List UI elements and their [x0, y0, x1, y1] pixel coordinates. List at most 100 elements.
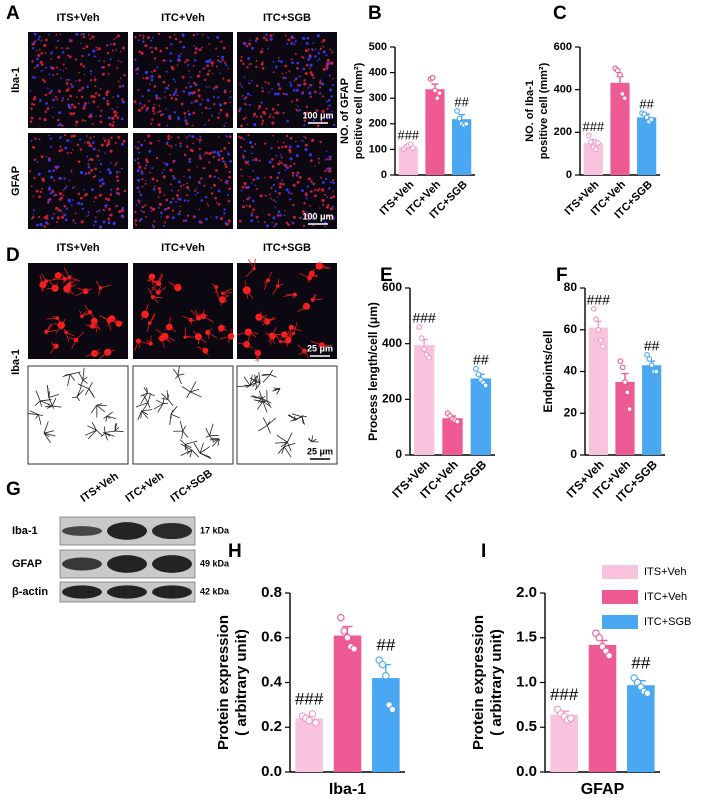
- stain-dot: [40, 52, 43, 55]
- y-axis-label: ( arbitrary unit): [233, 629, 250, 736]
- stain-dot: [79, 62, 83, 66]
- stain-dot: [269, 175, 273, 179]
- stain-dot: [68, 47, 70, 49]
- skeleton-branch: [259, 390, 264, 402]
- stain-dot: [267, 213, 271, 216]
- stain-dot: [85, 215, 88, 218]
- stain-dot: [223, 212, 226, 215]
- stain-dot: [54, 96, 58, 99]
- stain-dot: [243, 182, 247, 186]
- stain-dot: [89, 137, 92, 140]
- stain-dot: [221, 58, 224, 61]
- stain-dot: [201, 46, 204, 49]
- stain-dot: [153, 69, 156, 73]
- stain-dot: [261, 61, 264, 63]
- image-background: [133, 263, 233, 359]
- stain-dot: [56, 39, 59, 42]
- stain-dot: [250, 94, 252, 97]
- skeleton-branch: [96, 404, 106, 413]
- stain-dot: [295, 108, 298, 111]
- stain-dot: [108, 171, 112, 175]
- stain-dot: [99, 88, 102, 90]
- stain-dot: [44, 110, 47, 114]
- stain-dot: [208, 43, 211, 45]
- stain-dot: [58, 192, 63, 196]
- cell-process: [277, 283, 284, 287]
- stain-dot: [137, 141, 140, 143]
- stain-dot: [151, 224, 154, 226]
- stain-dot: [203, 167, 206, 170]
- stain-dot: [173, 111, 176, 114]
- stain-dot: [296, 66, 299, 70]
- stain-dot: [48, 92, 51, 95]
- skeleton-branch: [252, 382, 257, 387]
- skeleton-branch: [87, 429, 97, 440]
- stain-dot: [278, 192, 281, 195]
- stain-dot: [151, 118, 154, 121]
- stain-dot: [144, 182, 147, 185]
- stain-dot: [63, 213, 67, 217]
- stain-dot: [248, 163, 250, 166]
- stain-dot: [165, 141, 169, 145]
- stain-dot: [32, 209, 36, 212]
- stain-dot: [289, 157, 293, 161]
- stain-dot: [48, 188, 52, 191]
- stain-dot: [96, 210, 99, 213]
- stain-dot: [250, 219, 254, 223]
- cell-process: [261, 319, 267, 323]
- stain-dot: [133, 159, 137, 162]
- cell-process: [272, 326, 277, 337]
- stain-dot: [188, 158, 191, 161]
- stain-dot: [187, 112, 192, 116]
- stain-dot: [195, 47, 198, 50]
- stain-dot: [282, 163, 285, 167]
- stain-dot: [70, 83, 73, 86]
- stain-dot: [326, 58, 330, 62]
- stain-dot: [188, 176, 192, 179]
- stain-dot: [259, 115, 263, 118]
- data-point: [622, 379, 628, 385]
- stain-dot: [138, 50, 142, 54]
- cell-process: [49, 345, 57, 354]
- stain-dot: [279, 182, 283, 186]
- significance-label: ##: [644, 338, 660, 354]
- y-tick-label: 0.8: [261, 584, 282, 601]
- y-tick-label: 0.6: [261, 629, 282, 646]
- stain-dot: [325, 157, 328, 160]
- stain-dot: [105, 206, 107, 209]
- stain-dot: [150, 70, 153, 73]
- stain-dot: [48, 134, 51, 137]
- skeleton-branch: [189, 381, 197, 393]
- skeleton-branch: [280, 441, 288, 448]
- stain-dot: [319, 92, 322, 95]
- stain-dot: [183, 111, 187, 115]
- stain-dot: [103, 139, 107, 143]
- stain-dot: [165, 70, 168, 73]
- stain-dot: [260, 62, 264, 66]
- stain-dot: [292, 183, 296, 187]
- bar: [627, 685, 655, 772]
- stain-dot: [328, 167, 332, 170]
- skeleton-branch: [199, 442, 204, 454]
- skeleton-branch: [91, 422, 97, 431]
- stain-dot: [115, 162, 118, 165]
- stain-dot: [77, 201, 80, 205]
- data-point: [418, 335, 425, 341]
- stain-dot: [270, 187, 273, 189]
- skeleton-branch: [82, 367, 85, 380]
- stain-dot: [55, 206, 59, 210]
- stain-dot: [288, 148, 292, 152]
- stain-dot: [67, 78, 71, 81]
- skeleton-branch: [175, 375, 179, 379]
- blot-band: [62, 526, 102, 536]
- stain-dot: [89, 70, 92, 73]
- stain-dot: [304, 194, 308, 197]
- stain-dot: [36, 57, 39, 61]
- stain-dot: [173, 34, 176, 36]
- stain-dot: [44, 66, 47, 69]
- stain-dot: [241, 94, 244, 97]
- stain-dot: [251, 212, 254, 214]
- stain-dot: [109, 161, 112, 164]
- stain-dot: [99, 114, 102, 118]
- stain-dot: [111, 123, 115, 127]
